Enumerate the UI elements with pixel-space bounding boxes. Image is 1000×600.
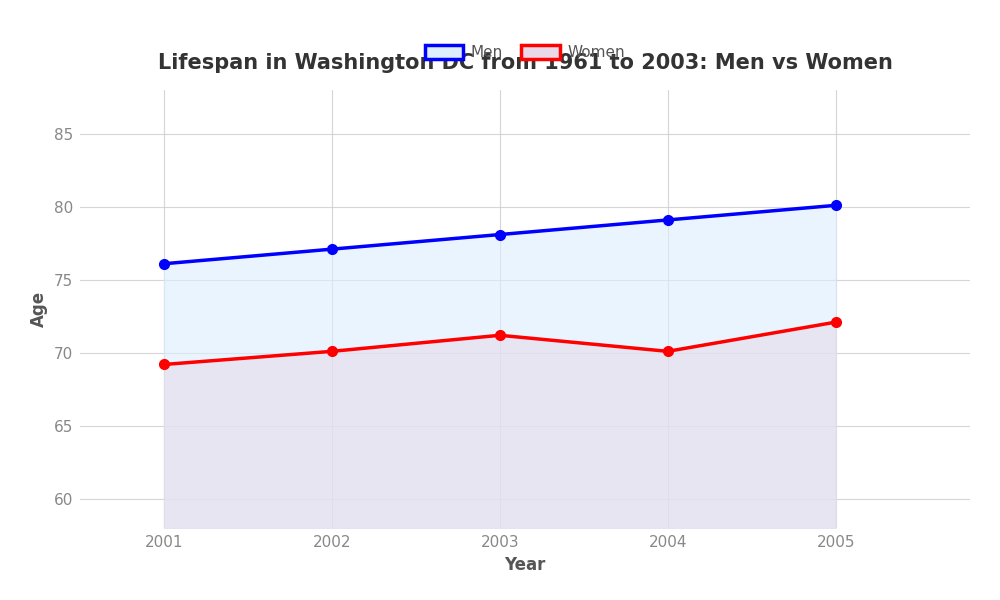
Women — [326, 348, 338, 355]
Women — [158, 361, 170, 368]
Men — [158, 260, 170, 268]
Y-axis label: Age: Age — [30, 291, 48, 327]
Women — [494, 332, 506, 339]
Line: Women: Women — [159, 317, 841, 370]
Men — [326, 245, 338, 253]
X-axis label: Year: Year — [504, 556, 546, 574]
Legend: Men, Women: Men, Women — [425, 45, 625, 60]
Men — [662, 217, 674, 224]
Women — [662, 348, 674, 355]
Men — [830, 202, 842, 209]
Line: Men: Men — [159, 200, 841, 269]
Men — [494, 231, 506, 238]
Title: Lifespan in Washington DC from 1961 to 2003: Men vs Women: Lifespan in Washington DC from 1961 to 2… — [158, 53, 892, 73]
Women — [830, 319, 842, 326]
